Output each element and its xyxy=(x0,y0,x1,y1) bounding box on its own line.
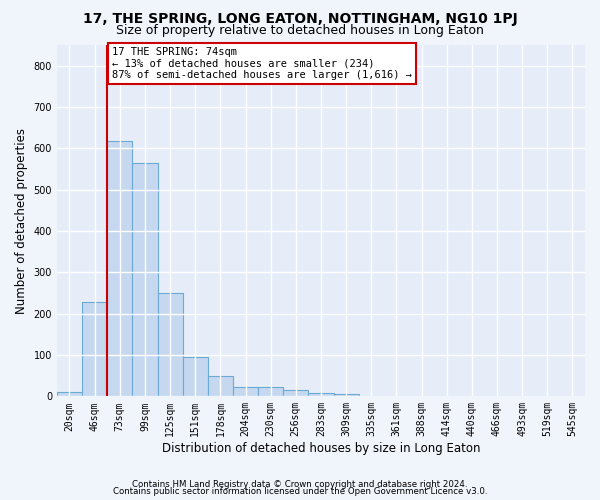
Bar xyxy=(182,357,208,397)
X-axis label: Distribution of detached houses by size in Long Eaton: Distribution of detached houses by size … xyxy=(162,442,480,455)
Bar xyxy=(334,394,359,396)
Bar xyxy=(233,387,258,396)
Y-axis label: Number of detached properties: Number of detached properties xyxy=(15,128,28,314)
Text: 17 THE SPRING: 74sqm
← 13% of detached houses are smaller (234)
87% of semi-deta: 17 THE SPRING: 74sqm ← 13% of detached h… xyxy=(112,47,412,80)
Bar xyxy=(133,163,158,396)
Text: Contains HM Land Registry data © Crown copyright and database right 2024.: Contains HM Land Registry data © Crown c… xyxy=(132,480,468,489)
Bar xyxy=(258,387,283,396)
Bar xyxy=(283,390,308,396)
Text: Size of property relative to detached houses in Long Eaton: Size of property relative to detached ho… xyxy=(116,24,484,37)
Bar xyxy=(107,142,133,396)
Bar xyxy=(82,302,107,396)
Bar xyxy=(308,393,334,396)
Bar xyxy=(57,392,82,396)
Bar xyxy=(208,376,233,396)
Bar xyxy=(158,293,182,397)
Text: 17, THE SPRING, LONG EATON, NOTTINGHAM, NG10 1PJ: 17, THE SPRING, LONG EATON, NOTTINGHAM, … xyxy=(83,12,517,26)
Text: Contains public sector information licensed under the Open Government Licence v3: Contains public sector information licen… xyxy=(113,487,487,496)
